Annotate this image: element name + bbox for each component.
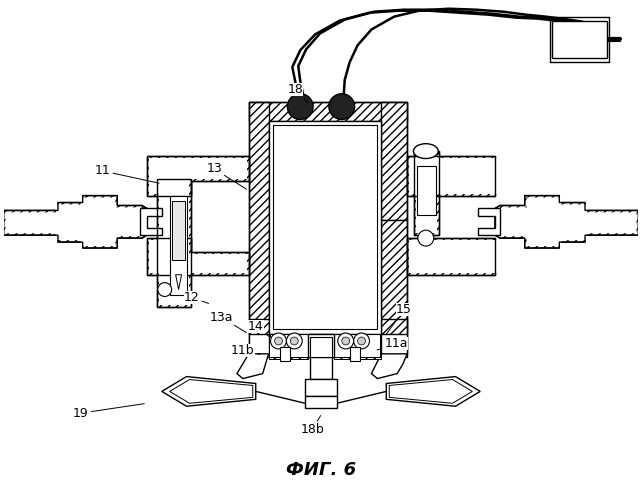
Text: 11b: 11b bbox=[231, 344, 260, 358]
Polygon shape bbox=[149, 240, 247, 272]
Text: 19: 19 bbox=[73, 404, 144, 419]
Text: ФИГ. 6: ФИГ. 6 bbox=[286, 460, 356, 478]
Polygon shape bbox=[407, 238, 495, 275]
Polygon shape bbox=[249, 102, 407, 121]
Polygon shape bbox=[386, 376, 480, 406]
Circle shape bbox=[275, 337, 282, 345]
Polygon shape bbox=[552, 20, 607, 58]
Text: 15: 15 bbox=[386, 303, 412, 335]
Circle shape bbox=[329, 94, 354, 120]
Ellipse shape bbox=[413, 144, 438, 158]
Polygon shape bbox=[372, 354, 407, 378]
Polygon shape bbox=[350, 347, 360, 361]
Polygon shape bbox=[281, 347, 290, 361]
Circle shape bbox=[288, 94, 313, 120]
Text: 14: 14 bbox=[248, 320, 270, 338]
Circle shape bbox=[158, 282, 171, 296]
Polygon shape bbox=[162, 376, 256, 406]
Polygon shape bbox=[381, 102, 407, 220]
Circle shape bbox=[338, 333, 354, 349]
Polygon shape bbox=[275, 128, 376, 327]
Text: 12: 12 bbox=[184, 291, 209, 304]
Polygon shape bbox=[270, 337, 380, 357]
Polygon shape bbox=[147, 156, 249, 196]
Polygon shape bbox=[334, 334, 381, 359]
Polygon shape bbox=[237, 354, 268, 378]
Polygon shape bbox=[4, 196, 147, 248]
Polygon shape bbox=[416, 153, 437, 233]
Polygon shape bbox=[409, 240, 497, 272]
Polygon shape bbox=[495, 196, 638, 248]
Polygon shape bbox=[407, 156, 495, 196]
Polygon shape bbox=[159, 181, 189, 306]
Circle shape bbox=[270, 333, 286, 349]
Polygon shape bbox=[310, 357, 332, 378]
Polygon shape bbox=[414, 151, 438, 235]
Polygon shape bbox=[478, 208, 500, 235]
Text: 11: 11 bbox=[94, 164, 159, 183]
Circle shape bbox=[358, 337, 365, 345]
Text: 13a: 13a bbox=[209, 310, 247, 332]
Polygon shape bbox=[305, 396, 337, 408]
Polygon shape bbox=[169, 196, 187, 294]
Polygon shape bbox=[171, 200, 184, 260]
Polygon shape bbox=[140, 208, 162, 235]
Circle shape bbox=[342, 337, 350, 345]
Circle shape bbox=[286, 333, 302, 349]
Polygon shape bbox=[6, 198, 145, 246]
Polygon shape bbox=[176, 274, 182, 289]
Polygon shape bbox=[381, 319, 407, 354]
Polygon shape bbox=[417, 166, 436, 216]
Polygon shape bbox=[147, 238, 249, 275]
Polygon shape bbox=[249, 334, 268, 357]
Circle shape bbox=[354, 333, 369, 349]
Polygon shape bbox=[409, 158, 497, 194]
Text: 11a: 11a bbox=[377, 338, 408, 350]
Polygon shape bbox=[249, 319, 268, 354]
Polygon shape bbox=[381, 220, 407, 334]
Text: 18b: 18b bbox=[300, 416, 324, 436]
Polygon shape bbox=[249, 102, 268, 334]
Polygon shape bbox=[273, 126, 377, 329]
Polygon shape bbox=[497, 198, 636, 246]
Polygon shape bbox=[310, 337, 332, 357]
Polygon shape bbox=[268, 334, 308, 359]
Polygon shape bbox=[381, 334, 407, 357]
Polygon shape bbox=[308, 334, 334, 357]
Polygon shape bbox=[149, 158, 247, 194]
Polygon shape bbox=[268, 122, 381, 334]
Polygon shape bbox=[270, 334, 380, 357]
Polygon shape bbox=[157, 179, 191, 308]
Circle shape bbox=[418, 230, 434, 246]
Text: 13: 13 bbox=[206, 162, 247, 189]
Circle shape bbox=[290, 337, 299, 345]
Text: 18: 18 bbox=[288, 84, 308, 102]
Polygon shape bbox=[305, 378, 337, 396]
